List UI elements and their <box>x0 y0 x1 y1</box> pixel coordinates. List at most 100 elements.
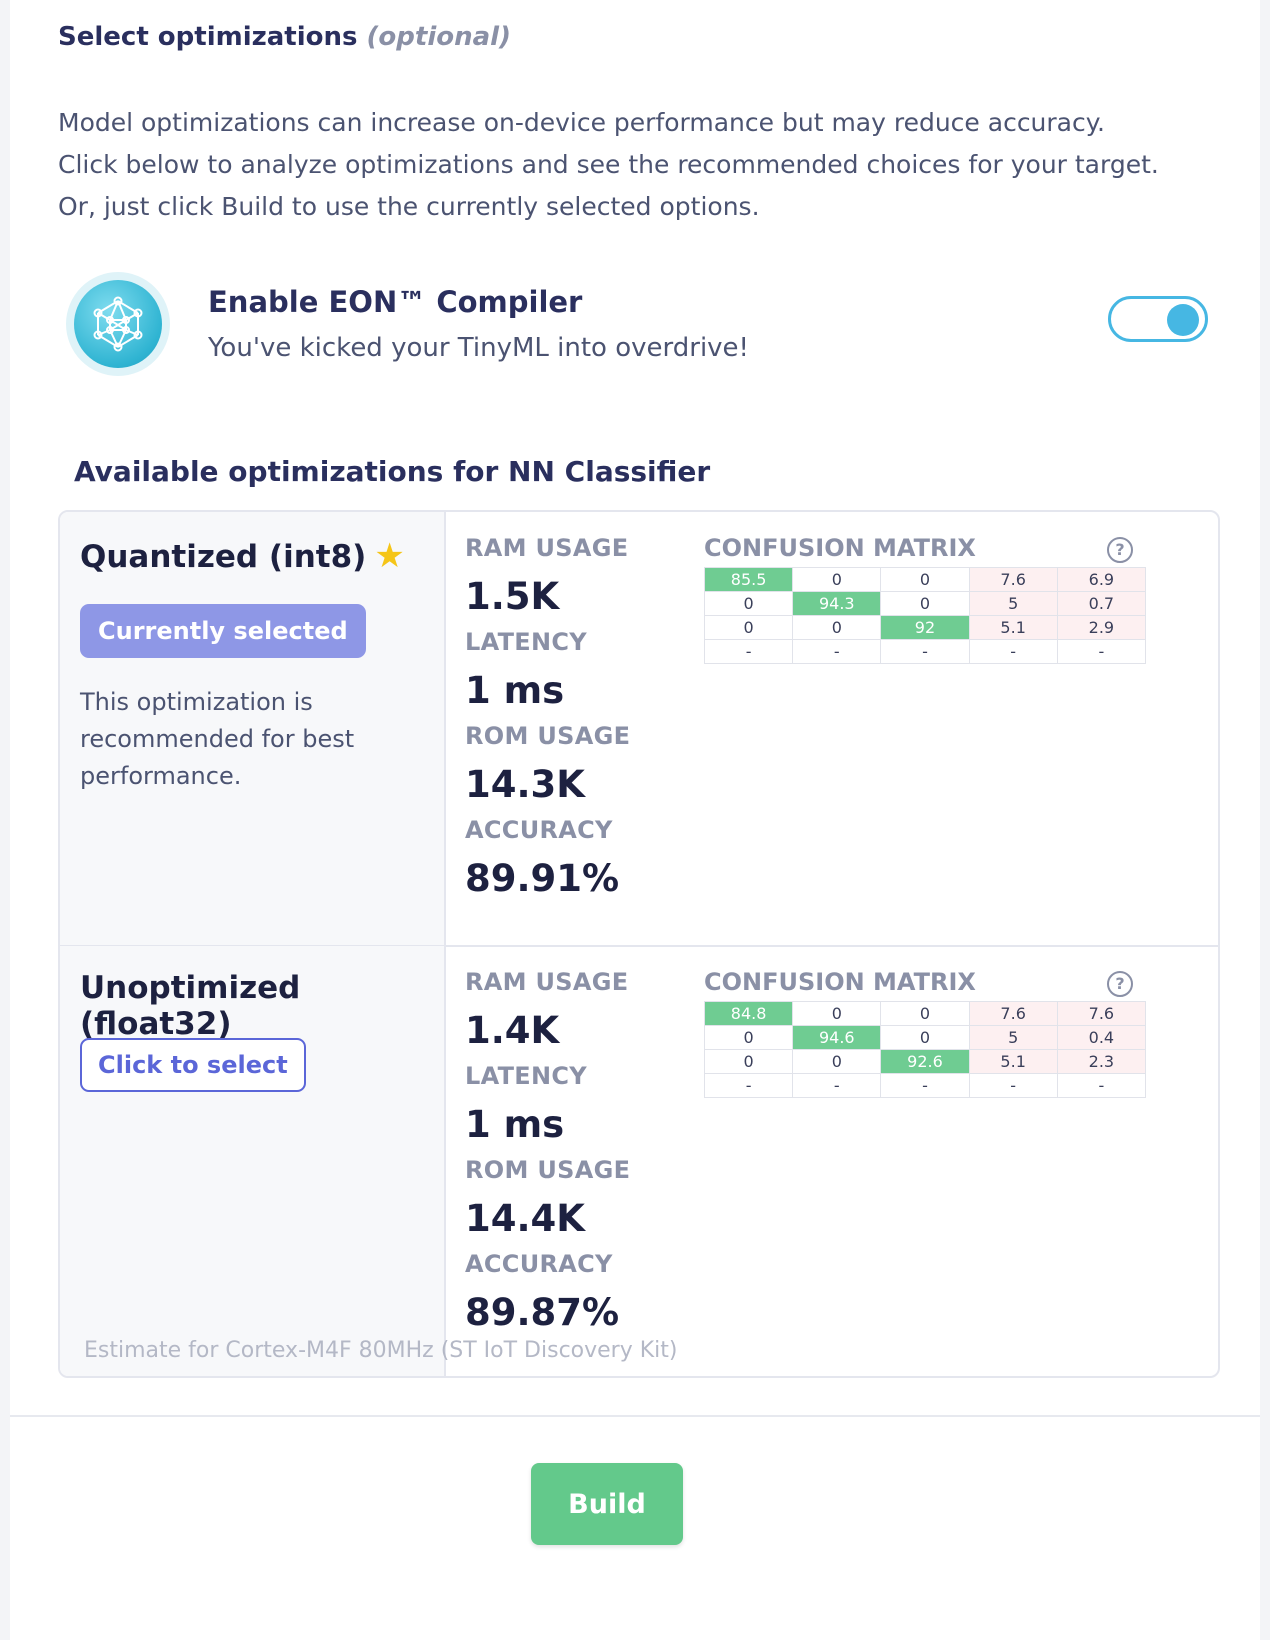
matrix-cell: 0 <box>703 1025 794 1050</box>
matrix-row: 84.8 0 0 7.6 7.6 <box>703 1001 1147 1026</box>
click-to-select-button[interactable]: Click to select <box>80 1038 306 1092</box>
section-title-text: Select optimizations <box>58 22 358 52</box>
optimization-name: Unoptimized (float32) <box>80 970 301 1042</box>
star-icon: ★ <box>374 536 405 576</box>
matrix-cell: 2.3 <box>1056 1049 1147 1074</box>
optimizations-table: Quantized (int8) ★ Currently selected Thi… <box>58 510 1220 1378</box>
metrics: RAM USAGE 1.5K LATENCY 1 ms ROM USAGE 14… <box>465 534 695 910</box>
toggle-knob <box>1167 304 1199 336</box>
matrix-row: 0 0 92.6 5.1 2.3 <box>703 1049 1147 1074</box>
matrix-cell: 0 <box>703 1049 794 1074</box>
accuracy-label: ACCURACY <box>465 816 613 844</box>
matrix-cell: 84.8 <box>703 1001 794 1026</box>
metrics: RAM USAGE 1.4K LATENCY 1 ms ROM USAGE 14… <box>465 968 695 1344</box>
matrix-cell: 0 <box>703 615 794 640</box>
matrix-cell: 5 <box>968 591 1058 616</box>
recommendation-note: This optimization is recommended for bes… <box>80 688 355 790</box>
optimizations-card: Select optimizations (optional) Model op… <box>10 0 1260 1640</box>
matrix-cell: 0 <box>703 591 794 616</box>
currently-selected-button[interactable]: Currently selected <box>80 604 366 658</box>
section-title: Select optimizations (optional) <box>58 22 511 52</box>
latency-value: 1 ms <box>465 669 565 712</box>
matrix-cell: 7.6 <box>968 567 1058 592</box>
confusion-matrix-title: CONFUSION MATRIX <box>704 968 976 996</box>
matrix-row: 85.5 0 0 7.6 6.9 <box>703 567 1147 592</box>
matrix-row: - - - - - <box>703 1073 1147 1098</box>
latency-label: LATENCY <box>465 1062 587 1090</box>
rom-value: 14.4K <box>465 1197 585 1240</box>
matrix-row: 0 94.6 0 5 0.4 <box>703 1025 1147 1050</box>
neural-network-icon <box>66 272 170 376</box>
matrix-cell: - <box>968 639 1058 664</box>
matrix-cell: - <box>1056 1073 1147 1098</box>
optimization-row-int8: Quantized (int8) ★ Currently selected Thi… <box>60 512 1218 947</box>
matrix-cell: 0 <box>880 1001 970 1026</box>
matrix-cell: - <box>880 1073 970 1098</box>
accuracy-value: 89.87% <box>465 1291 620 1334</box>
divider <box>10 1415 1260 1417</box>
build-button[interactable]: Build <box>531 1463 683 1545</box>
matrix-cell: 2.9 <box>1056 615 1147 640</box>
optimization-row-float32: Unoptimized (float32) Click to select RA… <box>60 946 1218 1376</box>
matrix-cell: 0 <box>792 1001 882 1026</box>
matrix-cell: 5.1 <box>968 615 1058 640</box>
matrix-cell: 92 <box>880 615 970 640</box>
eon-title: Enable EON™ Compiler <box>208 285 583 319</box>
matrix-cell: 94.3 <box>792 591 882 616</box>
matrix-cell: 5.1 <box>968 1049 1058 1074</box>
matrix-cell: - <box>703 1073 794 1098</box>
latency-label: LATENCY <box>465 628 587 656</box>
matrix-cell: - <box>792 1073 882 1098</box>
matrix-cell: - <box>792 639 882 664</box>
ram-label: RAM USAGE <box>465 968 629 996</box>
accuracy-label: ACCURACY <box>465 1250 613 1278</box>
matrix-cell: 7.6 <box>1056 1001 1147 1026</box>
matrix-cell: 0 <box>880 1025 970 1050</box>
matrix-row: 0 94.3 0 5 0.7 <box>703 591 1147 616</box>
matrix-cell: - <box>703 639 794 664</box>
matrix-row: - - - - - <box>703 639 1147 664</box>
confusion-matrix: 84.8 0 0 7.6 7.6 0 94.6 0 5 0.4 0 0 92.6 <box>703 1001 1147 1098</box>
available-title: Available optimizations for NN Classifie… <box>74 455 711 488</box>
matrix-cell: 92.6 <box>880 1049 970 1074</box>
ram-label: RAM USAGE <box>465 534 629 562</box>
confusion-matrix-title: CONFUSION MATRIX <box>704 534 976 562</box>
ram-value: 1.5K <box>465 575 560 618</box>
matrix-cell: 0.7 <box>1056 591 1147 616</box>
optimization-info: Unoptimized (float32) Click to select <box>60 946 446 1376</box>
matrix-cell: - <box>880 639 970 664</box>
matrix-cell: 0 <box>880 591 970 616</box>
ram-value: 1.4K <box>465 1009 560 1052</box>
optimization-name: Quantized (int8) ★ <box>80 536 405 576</box>
estimate-footnote: Estimate for Cortex-M4F 80MHz (ST IoT Di… <box>84 1338 678 1363</box>
matrix-cell: 0.4 <box>1056 1025 1147 1050</box>
matrix-cell: 0 <box>792 1049 882 1074</box>
optimization-info: Quantized (int8) ★ Currently selected Thi… <box>60 512 446 945</box>
matrix-cell: - <box>1056 639 1147 664</box>
matrix-cell: 0 <box>792 567 882 592</box>
rom-label: ROM USAGE <box>465 722 631 750</box>
eon-subtitle: You've kicked your TinyML into overdrive… <box>208 333 749 363</box>
latency-value: 1 ms <box>465 1103 565 1146</box>
confusion-matrix: 85.5 0 0 7.6 6.9 0 94.3 0 5 0.7 0 0 92 <box>703 567 1147 664</box>
matrix-cell: 7.6 <box>968 1001 1058 1026</box>
rom-value: 14.3K <box>465 763 585 806</box>
help-icon[interactable]: ? <box>1107 537 1133 563</box>
intro-line: Or, just click Build to use the currentl… <box>58 192 760 221</box>
matrix-cell: 0 <box>880 567 970 592</box>
optional-tag: (optional) <box>366 22 511 52</box>
intro-line: Model optimizations can increase on-devi… <box>58 108 1105 137</box>
matrix-cell: 0 <box>792 615 882 640</box>
matrix-cell: 94.6 <box>792 1025 882 1050</box>
matrix-cell: 5 <box>968 1025 1058 1050</box>
intro-text: Model optimizations can increase on-devi… <box>58 102 1238 228</box>
matrix-row: 0 0 92 5.1 2.9 <box>703 615 1147 640</box>
matrix-cell: 6.9 <box>1056 567 1147 592</box>
intro-line: Click below to analyze optimizations and… <box>58 150 1159 179</box>
rom-label: ROM USAGE <box>465 1156 631 1184</box>
matrix-cell: 85.5 <box>703 567 794 592</box>
help-icon[interactable]: ? <box>1107 971 1133 997</box>
matrix-cell: - <box>968 1073 1058 1098</box>
optimization-name-text: Quantized (int8) <box>80 539 367 575</box>
eon-toggle[interactable] <box>1108 296 1208 342</box>
